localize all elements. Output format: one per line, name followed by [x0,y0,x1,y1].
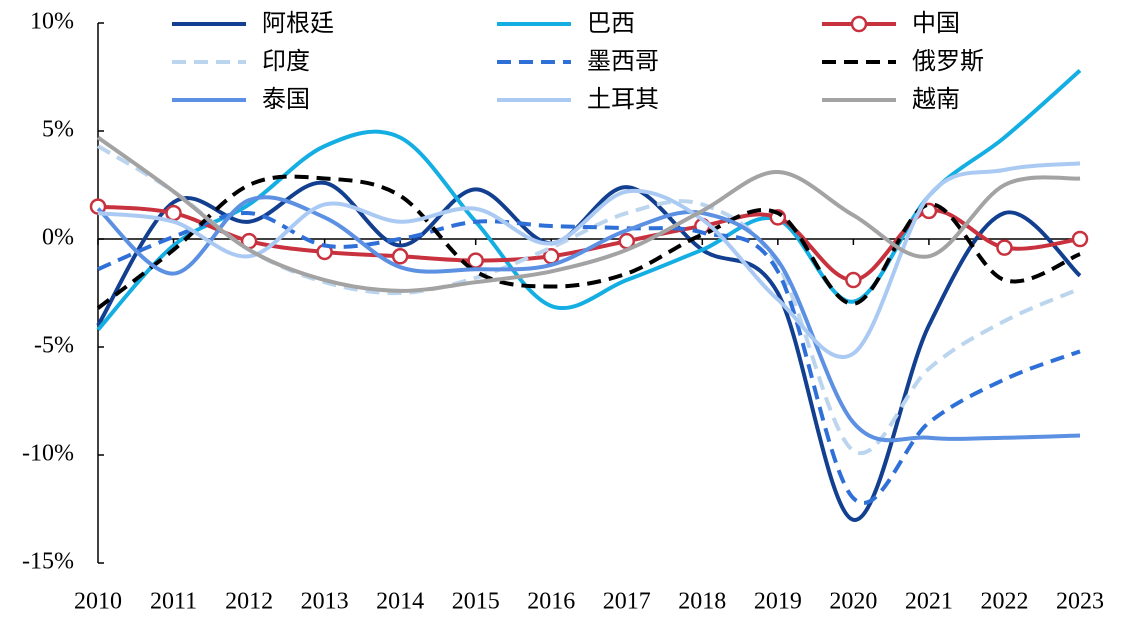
x-tick-label: 2018 [678,589,726,615]
legend-label: 泰国 [262,85,310,113]
legend-marker [850,15,868,33]
series-line [96,180,1082,522]
y-tick-label: 5% [42,117,74,143]
point-marker [467,252,484,269]
series-line [96,174,1081,310]
series-line [97,161,1081,359]
x-tick-label: 2021 [905,589,953,615]
legend-label: 越南 [912,85,960,113]
point-marker [1071,230,1089,248]
point-marker [391,248,409,265]
legend-label: 印度 [262,47,310,75]
y-tick-label: -5% [34,333,74,359]
y-tick-label: -15% [22,549,74,575]
point-marker [845,271,862,289]
point-marker [996,239,1013,256]
point-marker [165,204,182,222]
y-tick-label: 10% [30,9,74,35]
y-tick-label: 0% [42,225,74,251]
series-line [96,135,1081,293]
legend-label: 巴西 [587,9,635,37]
x-tick-label: 2012 [225,589,273,615]
y-tick-label: -10% [22,441,74,467]
x-tick-label: 2011 [150,589,197,615]
legend-label: 俄罗斯 [912,47,984,75]
x-tick-label: 2016 [527,589,575,615]
x-tick-label: 2014 [376,589,424,615]
legend-label: 土耳其 [587,85,659,113]
x-tick-label: 2019 [754,589,802,615]
x-tick-label: 2023 [1056,589,1104,615]
x-tick-label: 2013 [301,589,349,615]
legend-label: 中国 [912,9,960,37]
legend-label: 阿根廷 [262,9,334,37]
series-line [96,195,1081,443]
x-tick-label: 2022 [980,589,1028,615]
x-tick-label: 2017 [603,589,651,615]
x-tick-label: 2020 [829,589,877,615]
x-tick-label: 2015 [452,589,500,615]
x-tick-label: 2010 [74,589,122,615]
legend-label: 墨西哥 [587,47,659,75]
